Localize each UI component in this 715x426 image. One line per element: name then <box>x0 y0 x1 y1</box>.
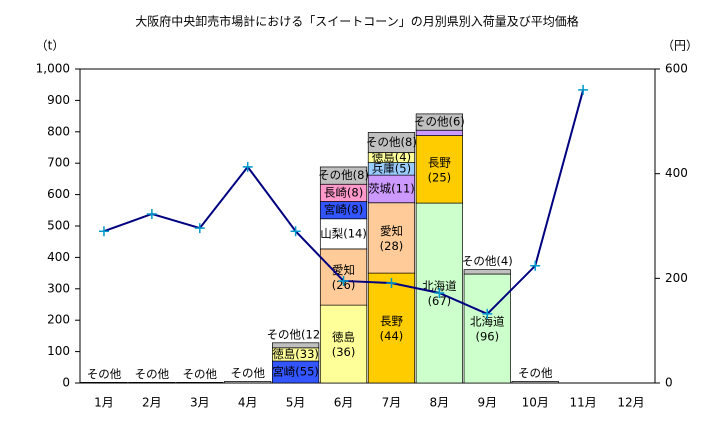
bar-segment <box>319 304 368 384</box>
x-tick-label: 5月 <box>286 396 306 410</box>
bar-segment <box>511 381 559 384</box>
y-tick-label: 300 <box>47 281 70 295</box>
x-tick-label: 12月 <box>617 396 644 410</box>
bar-segment <box>367 272 416 384</box>
segment-label: その他 <box>183 367 218 381</box>
segment-label: 長野(44) <box>380 314 404 343</box>
plot-area <box>79 68 656 384</box>
segment-label: 徳島(4) <box>372 150 411 164</box>
y2-tick-label: 200 <box>665 271 688 285</box>
y-tick-label: 0 <box>62 376 70 390</box>
segment-label: 長崎(8) <box>324 185 363 199</box>
bar-segment <box>367 174 416 204</box>
segment-label: 宮崎(8) <box>324 203 363 217</box>
y-tick-label: 200 <box>47 313 70 327</box>
bar-segment <box>319 218 368 250</box>
segment-label: その他(12) <box>267 327 325 341</box>
y-tick-label: 600 <box>47 187 70 201</box>
price-marker <box>338 275 349 286</box>
y-tick-label: 800 <box>47 124 70 138</box>
y2-tick-label: 400 <box>665 166 688 180</box>
bar-segment <box>463 269 511 275</box>
chart-title: 大阪府中央卸売市場計における「スイートコーン」の月別県別入荷量及び平均価格 <box>135 14 578 29</box>
segment-label: その他(8) <box>366 135 417 149</box>
x-tick-label: 9月 <box>477 396 497 410</box>
y2-tick-label: 600 <box>665 62 688 76</box>
x-tick-label: 4月 <box>238 396 258 410</box>
x-tick-label: 8月 <box>430 396 450 410</box>
price-marker <box>386 278 397 289</box>
price-marker <box>530 260 541 271</box>
segment-label: その他(8) <box>318 168 369 182</box>
y2-tick-label: 0 <box>665 376 673 390</box>
price-marker <box>98 226 109 237</box>
price-marker <box>434 287 445 298</box>
price-marker <box>194 223 205 234</box>
y-unit: （t） <box>36 39 65 53</box>
x-tick-label: 6月 <box>334 396 354 410</box>
bar-segment <box>272 342 320 349</box>
segment-label: 北海道(67) <box>422 279 457 308</box>
price-marker <box>146 208 157 219</box>
segment-label: 愛知(28) <box>380 223 404 252</box>
price-marker <box>290 226 301 237</box>
bar-segment <box>367 132 416 153</box>
bar-segment <box>80 382 128 384</box>
y-tick-label: 700 <box>47 156 70 170</box>
segment-label: その他 <box>87 367 122 381</box>
segment-label: 宮崎(55) <box>272 365 319 379</box>
segment-label: 山梨(14) <box>320 226 367 240</box>
bar-segment <box>415 113 463 131</box>
segment-label: その他 <box>135 367 170 381</box>
segment-label: 兵庫(5) <box>372 161 411 175</box>
x-tick-label: 11月 <box>569 396 596 410</box>
segment-label: 徳島(36) <box>332 330 356 359</box>
segment-label: 北海道(96) <box>470 314 505 343</box>
bar-segment <box>224 381 272 384</box>
bar-segment <box>463 273 511 384</box>
price-marker <box>578 84 589 95</box>
segment-label: その他 <box>518 366 553 380</box>
y-tick-label: 900 <box>47 93 70 107</box>
bar-segment <box>415 135 463 204</box>
price-marker <box>242 161 253 172</box>
y-tick-label: 400 <box>47 250 70 264</box>
bar-segment <box>415 129 463 136</box>
x-tick-label: 1月 <box>94 396 114 410</box>
segment-label: 茨城(11) <box>368 181 415 195</box>
x-tick-label: 7月 <box>382 396 402 410</box>
bar-segment <box>176 382 224 384</box>
bar-segment <box>128 382 176 384</box>
y-tick-label: 500 <box>47 219 70 233</box>
x-tick-label: 2月 <box>142 396 162 410</box>
segment-label: 徳島(33) <box>272 347 319 361</box>
price-marker <box>482 308 493 319</box>
y-tick-label: 1,000 <box>36 62 70 76</box>
y-tick-label: 100 <box>47 344 70 358</box>
x-tick-label: 10月 <box>522 396 549 410</box>
y2-unit: （円） <box>662 39 698 53</box>
segment-label: その他 <box>230 366 265 380</box>
segment-label: その他(4) <box>462 254 513 268</box>
bar-segment <box>367 202 416 274</box>
segment-label: 長野(25) <box>428 155 452 184</box>
x-tick-label: 3月 <box>190 396 210 410</box>
bar-segment <box>319 166 368 185</box>
segment-label: その他(6) <box>414 115 465 129</box>
